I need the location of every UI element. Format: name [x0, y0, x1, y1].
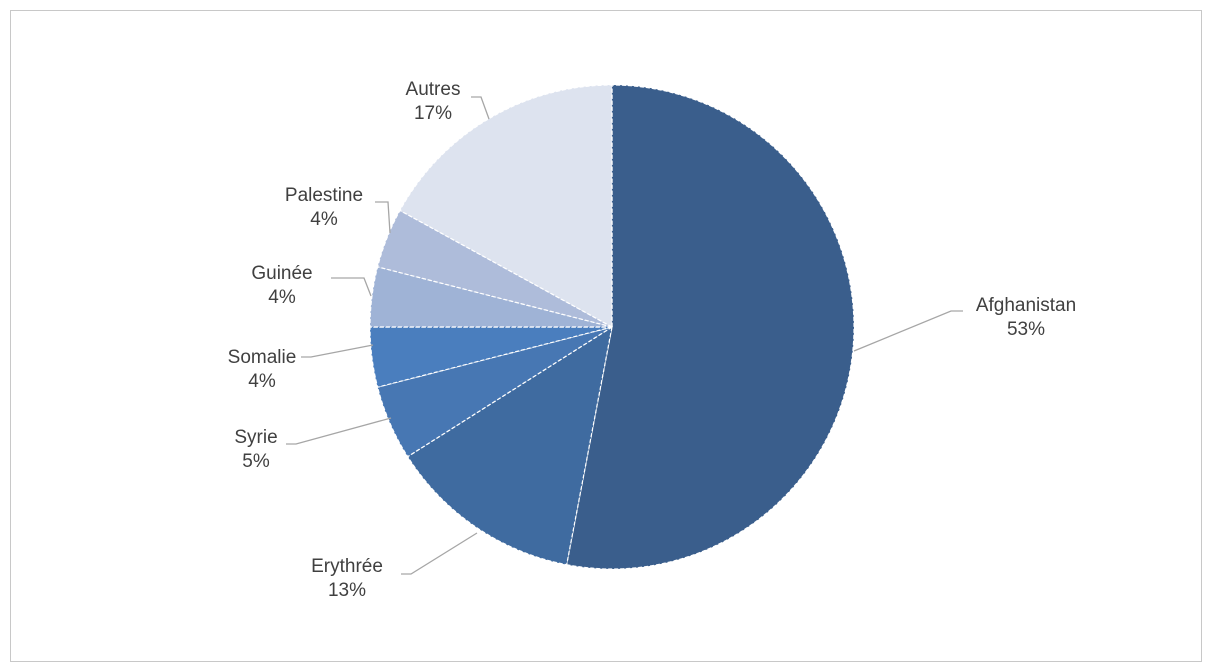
- leader-line-afghanistan: [853, 310, 963, 352]
- leader-line-syrie: [286, 417, 392, 445]
- pie-slice-autres: [399, 84, 613, 329]
- data-label-category: Autres: [406, 79, 461, 100]
- data-label-autres: Autres 17%: [406, 79, 461, 124]
- data-label-category: Erythrée: [311, 556, 383, 577]
- pie-slice-syrie: [376, 326, 613, 458]
- data-label-palestine: Palestine 4%: [285, 185, 363, 230]
- data-label-percent: 4%: [248, 371, 276, 392]
- pie-slice-afghanistan: [565, 84, 855, 570]
- data-label-category: Syrie: [234, 427, 277, 448]
- chart-frame: Afghanistan 53% Erythrée 13% Syrie 5% Somalie 4…: [10, 10, 1202, 662]
- data-label-category: Afghanistan: [976, 295, 1076, 316]
- leader-line-erythree: [401, 532, 478, 575]
- data-label-category: Guinée: [251, 263, 312, 284]
- data-label-category: Somalie: [228, 347, 297, 368]
- data-label-category: Palestine: [285, 185, 363, 206]
- data-label-percent: 53%: [1007, 319, 1045, 340]
- data-label-percent: 4%: [310, 209, 338, 230]
- leader-line-palestine: [375, 201, 391, 234]
- data-label-percent: 13%: [328, 580, 366, 601]
- data-label-percent: 17%: [414, 103, 452, 124]
- leader-line-autres: [471, 96, 490, 120]
- leader-line-somalie: [301, 344, 374, 358]
- data-label-erythree: Erythrée 13%: [311, 556, 383, 601]
- data-label-percent: 5%: [242, 451, 270, 472]
- data-label-syrie: Syrie 5%: [234, 427, 277, 472]
- leader-line-guinee: [331, 277, 372, 297]
- data-label-afghanistan: Afghanistan 53%: [976, 295, 1076, 340]
- pie-chart: Afghanistan 53% Erythrée 13% Syrie 5% Somalie 4…: [228, 79, 1077, 601]
- pie-slice-erythree: [406, 325, 613, 566]
- data-label-somalie: Somalie 4%: [228, 347, 297, 392]
- data-label-guinee: Guinée 4%: [251, 263, 312, 308]
- data-label-percent: 4%: [268, 287, 296, 308]
